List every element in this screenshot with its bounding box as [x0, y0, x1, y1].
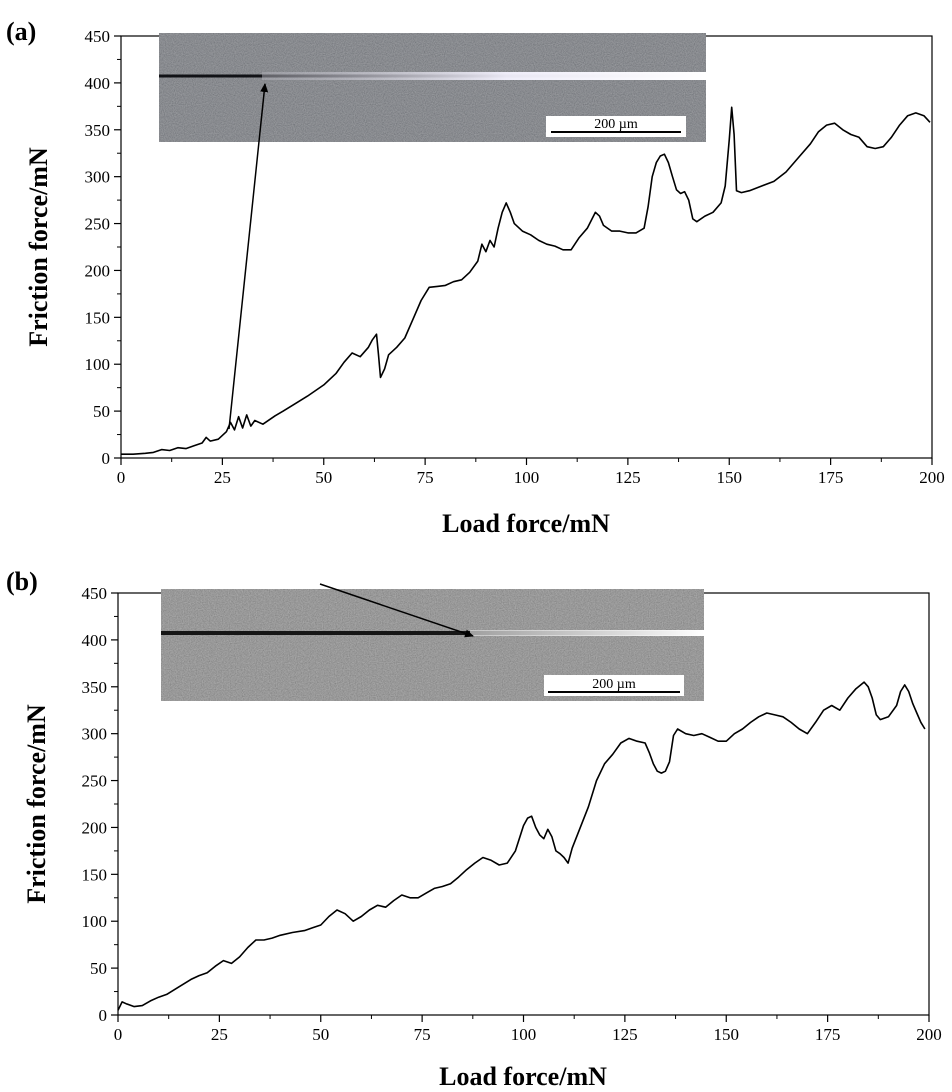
- panel-b-friction-line: [117, 681, 926, 1011]
- panel-a-y-tick-label: 450: [85, 27, 111, 46]
- panel-b-x-axis: 0 25 50 75 100 125 150 175 200 Load forc…: [114, 1015, 942, 1091]
- panel-b-x-tick-label: 100: [511, 1025, 537, 1044]
- panel-a-x-tick-label: 100: [514, 468, 540, 487]
- panel-b-x-tick-label: 175: [815, 1025, 841, 1044]
- panel-a-x-tick-label: 75: [417, 468, 434, 487]
- panel-a: (a) 0 25 50 75 100 125 150 175 200 Load …: [6, 17, 945, 538]
- panel-b-y-tick-label: 100: [82, 912, 108, 931]
- panel-b-y-tick-label: 200: [82, 818, 108, 837]
- panel-b-y-tick-label: 0: [99, 1006, 108, 1025]
- panel-a-y-axis-title: Friction force/mN: [24, 147, 53, 347]
- panel-b-y-tick-label: 400: [82, 631, 108, 650]
- panel-a-x-tick-label: 50: [315, 468, 332, 487]
- panel-b-y-tick-label: 300: [82, 725, 108, 744]
- panel-a-x-tick-label: 25: [214, 468, 231, 487]
- panel-b-y-tick-label: 150: [82, 865, 108, 884]
- panel-a-scale-bar-label: 200 µm: [594, 117, 638, 132]
- panel-b-x-tick-label: 50: [312, 1025, 329, 1044]
- panel-a-y-tick-label: 50: [93, 402, 110, 421]
- panel-a-scratch-damage-glow: [262, 72, 706, 80]
- panel-a-y-tick-label: 100: [85, 355, 111, 374]
- panel-b-x-tick-label: 125: [612, 1025, 638, 1044]
- panel-b-x-tick-label: 200: [916, 1025, 942, 1044]
- panel-a-y-axis: 0 50 100 150 200 250 300 350 400 450 Fri…: [24, 27, 121, 468]
- panel-b-y-axis: 0 50 100 150 200 250 300 350 400 450 Fri…: [22, 584, 118, 1025]
- panel-b-scale-bar-label: 200 µm: [592, 677, 636, 692]
- panel-a-y-tick-label: 400: [85, 74, 111, 93]
- panel-a-y-tick-label: 200: [85, 261, 111, 280]
- panel-a-inset-micrograph: 200 µm: [159, 33, 706, 142]
- panel-b-label: (b): [6, 567, 38, 596]
- panel-a-critical-load-arrow: [228, 83, 269, 430]
- panel-a-x-tick-label: 200: [919, 468, 945, 487]
- panel-a-x-axis: 0 25 50 75 100 125 150 175 200 Load forc…: [117, 458, 945, 538]
- panel-b-x-tick-label: 25: [211, 1025, 228, 1044]
- panel-b-y-tick-label: 350: [82, 678, 108, 697]
- panel-b-y-tick-label: 250: [82, 772, 108, 791]
- panel-b-x-tick-label: 0: [114, 1025, 123, 1044]
- panel-a-y-tick-label: 300: [85, 168, 111, 187]
- panel-a-y-tick-label: 350: [85, 121, 111, 140]
- panel-a-friction-line: [121, 106, 931, 455]
- panel-b-x-axis-title: Load force/mN: [439, 1062, 607, 1091]
- panel-b-y-tick-label: 50: [90, 959, 107, 978]
- panel-a-y-tick-label: 150: [85, 308, 111, 327]
- panel-a-label: (a): [6, 17, 36, 46]
- panel-b-y-axis-title: Friction force/mN: [22, 704, 51, 904]
- panel-b-inset-micrograph: 200 µm: [161, 589, 704, 701]
- panel-b: (b) 0 25 50 75 100 125 150 175 200 Load …: [6, 567, 942, 1091]
- panel-b-x-tick-label: 150: [714, 1025, 740, 1044]
- panel-a-x-tick-label: 0: [117, 468, 126, 487]
- panel-b-x-tick-label: 75: [414, 1025, 431, 1044]
- panel-a-x-tick-label: 125: [615, 468, 641, 487]
- panel-a-y-tick-label: 0: [102, 449, 111, 468]
- panel-a-x-axis-title: Load force/mN: [442, 509, 610, 538]
- panel-b-critical-load-arrow: [319, 583, 474, 638]
- panel-a-x-tick-label: 175: [818, 468, 844, 487]
- panel-b-y-tick-label: 450: [82, 584, 108, 603]
- panel-b-scratch-damage-glow: [470, 630, 704, 636]
- panel-a-x-tick-label: 150: [717, 468, 743, 487]
- panel-b-scale-bar-box: [544, 675, 684, 696]
- panel-a-y-tick-label: 250: [85, 215, 111, 234]
